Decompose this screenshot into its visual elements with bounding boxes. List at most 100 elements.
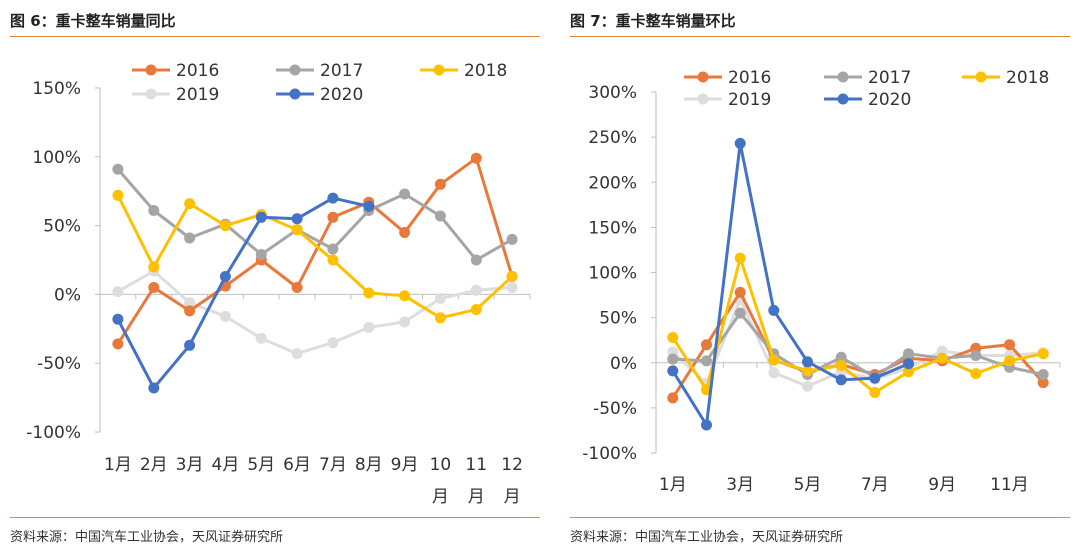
x-tick-label: 2月	[140, 455, 168, 475]
data-point-2017	[1037, 369, 1049, 380]
data-point-2017	[112, 163, 124, 175]
data-point-2017	[434, 210, 446, 222]
legend-label-2017: 2017	[320, 61, 363, 81]
data-point-2018	[835, 360, 847, 371]
data-point-2019	[363, 321, 375, 333]
legend-marker-2019	[697, 93, 709, 105]
data-point-2020	[768, 304, 780, 316]
data-point-2016	[184, 305, 196, 317]
data-point-2018	[470, 304, 482, 315]
legend-marker-2020	[837, 93, 849, 105]
data-point-2018	[327, 254, 339, 266]
x-tick-label: 3月	[726, 475, 754, 495]
data-point-2017	[399, 188, 411, 200]
legend-label-2020: 2020	[320, 85, 363, 105]
source-divider	[570, 517, 1070, 518]
x-tick-label: 11月	[990, 475, 1029, 495]
data-point-2018	[291, 224, 303, 236]
data-point-2019	[506, 282, 518, 293]
data-point-2020	[291, 213, 303, 225]
data-point-2017	[701, 355, 712, 367]
data-point-2016	[327, 211, 339, 223]
data-point-2018	[1004, 355, 1015, 367]
chart-mom: 300% 250% 200% 150% 100% 50% 0% -50% -100% 1月 3月 5月…	[582, 68, 1061, 495]
data-point-2020	[701, 419, 712, 431]
data-point-2016	[701, 339, 712, 351]
series-line-2016	[671, 290, 1045, 399]
y-tick-label: 0%	[54, 285, 81, 305]
series-line-2017	[116, 168, 513, 262]
series-line-2019	[671, 298, 1044, 388]
data-point-2018	[667, 332, 679, 343]
legend-label-2016: 2016	[728, 68, 771, 88]
y-tick-label: -100%	[582, 444, 637, 464]
legend-marker-2017	[837, 71, 849, 83]
data-point-2018	[399, 290, 411, 302]
data-point-2018	[506, 271, 518, 282]
series-line-2019	[117, 269, 513, 356]
data-point-2020	[219, 271, 231, 282]
data-point-2020	[802, 356, 813, 368]
data-point-2018	[112, 189, 124, 201]
y-tick-label: 100%	[588, 264, 637, 284]
data-point-2018	[802, 365, 813, 377]
data-point-2019	[802, 380, 813, 392]
series-line-2018	[116, 194, 514, 320]
data-point-2019	[399, 316, 411, 328]
data-point-2016	[1037, 377, 1049, 389]
legend-marker-2018	[975, 71, 987, 83]
data-point-2016	[112, 338, 124, 350]
chart-title: 图 7：重卡整车销量环比	[570, 12, 736, 30]
y-tick-label: 150%	[32, 79, 81, 99]
data-point-2018	[936, 352, 948, 364]
data-point-2016	[434, 178, 446, 190]
data-point-2019	[768, 367, 780, 379]
data-point-2017	[327, 243, 339, 255]
data-point-2020	[903, 358, 914, 370]
data-point-2018	[1037, 348, 1049, 360]
data-point-2019	[219, 310, 231, 322]
y-tick-label: 200%	[588, 173, 637, 193]
x-tick-label: 5月	[794, 475, 822, 495]
x-tick-label: 5月	[247, 455, 275, 475]
data-point-2017	[184, 232, 196, 244]
y-tick-label: -100%	[26, 423, 81, 443]
legend-marker-2018	[433, 64, 445, 76]
y-tick-label: 50%	[599, 309, 637, 329]
data-point-2016	[148, 282, 160, 293]
data-point-2017	[255, 249, 267, 260]
chart-title: 图 6：重卡整车销量同比	[10, 12, 176, 30]
x-tick-label: 7月	[861, 475, 889, 495]
data-point-2018	[768, 354, 780, 366]
legend-label-2017: 2017	[868, 68, 911, 88]
x-tick-label: 10 月	[430, 455, 452, 507]
x-tick-label: 3月	[176, 455, 204, 475]
y-tick-label: -50%	[37, 354, 81, 374]
y-tick-label: 150%	[588, 218, 637, 238]
data-point-2018	[434, 312, 446, 324]
legend-marker-2020	[289, 88, 301, 100]
data-point-2017	[470, 254, 482, 266]
y-tick-label: 300%	[588, 83, 637, 103]
series-line-2017	[672, 311, 1044, 379]
title-underline	[10, 36, 540, 37]
data-point-2020	[667, 365, 679, 377]
chart-yoy: 150% 100% 50% 0% -50% -100% 1月 2月 3月 4月 5月 6月 7月 8月 9月…	[26, 61, 531, 507]
data-point-2018	[219, 220, 231, 232]
x-tick-label: 1月	[104, 455, 132, 475]
data-point-2018	[970, 368, 982, 380]
data-point-2019	[291, 348, 303, 360]
legend-label-2020: 2020	[868, 90, 911, 110]
series-line-2016	[116, 156, 514, 345]
data-point-2017	[506, 233, 518, 245]
data-point-2019	[255, 332, 267, 344]
data-point-2018	[363, 287, 375, 299]
data-point-2017	[970, 350, 982, 361]
x-tick-label: 6月	[283, 455, 311, 475]
chart-panel-yoy: 图 6：重卡整车销量同比 150% 100% 50% 0% -50% -100% 1月 2月 3…	[10, 12, 540, 545]
legend-marker-2019	[145, 88, 157, 100]
data-point-2018	[148, 261, 160, 273]
data-point-2020	[327, 192, 339, 204]
data-point-2020	[184, 339, 196, 351]
